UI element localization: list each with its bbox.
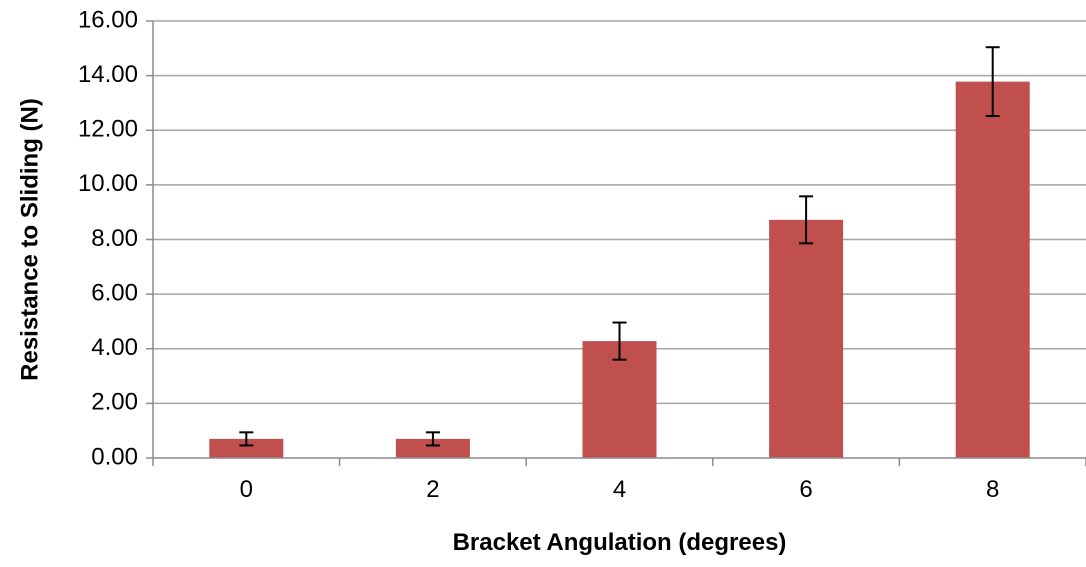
y-tick-label-3: 6.00 — [91, 279, 138, 306]
bar-6 — [769, 219, 844, 458]
y-tick-label-2: 4.00 — [91, 334, 138, 361]
axes — [146, 20, 1086, 466]
y-tick-label-4: 8.00 — [91, 225, 138, 252]
x-tick-label-8: 8 — [986, 476, 999, 503]
x-tick-label-6: 6 — [799, 476, 812, 503]
x-tick-label-2: 2 — [426, 476, 439, 503]
x-tick-labels: 0 2 4 6 8 — [240, 476, 1000, 503]
gridlines — [153, 20, 1086, 405]
bar-2 — [395, 438, 470, 458]
bars — [209, 81, 1030, 458]
x-axis-title: Bracket Angulation (degrees) — [453, 529, 787, 556]
bar-0 — [209, 438, 284, 458]
x-tick-label-0: 0 — [240, 476, 253, 503]
y-axis-title: Resistance to Sliding (N) — [16, 98, 43, 381]
y-tick-label-5: 10.00 — [78, 170, 138, 197]
y-tick-label-7: 14.00 — [78, 61, 138, 88]
y-tick-label-6: 12.00 — [78, 116, 138, 143]
bar-8 — [955, 81, 1030, 458]
x-tick-label-4: 4 — [613, 476, 626, 503]
y-tick-labels: 0.00 2.00 4.00 6.00 8.00 10.00 12.00 14.00 16.00 — [78, 6, 138, 470]
y-tick-label-1: 2.00 — [91, 389, 138, 416]
error-bars — [239, 46, 1000, 447]
y-tick-label-8: 16.00 — [78, 6, 138, 33]
y-tick-label-0: 0.00 — [91, 443, 138, 470]
